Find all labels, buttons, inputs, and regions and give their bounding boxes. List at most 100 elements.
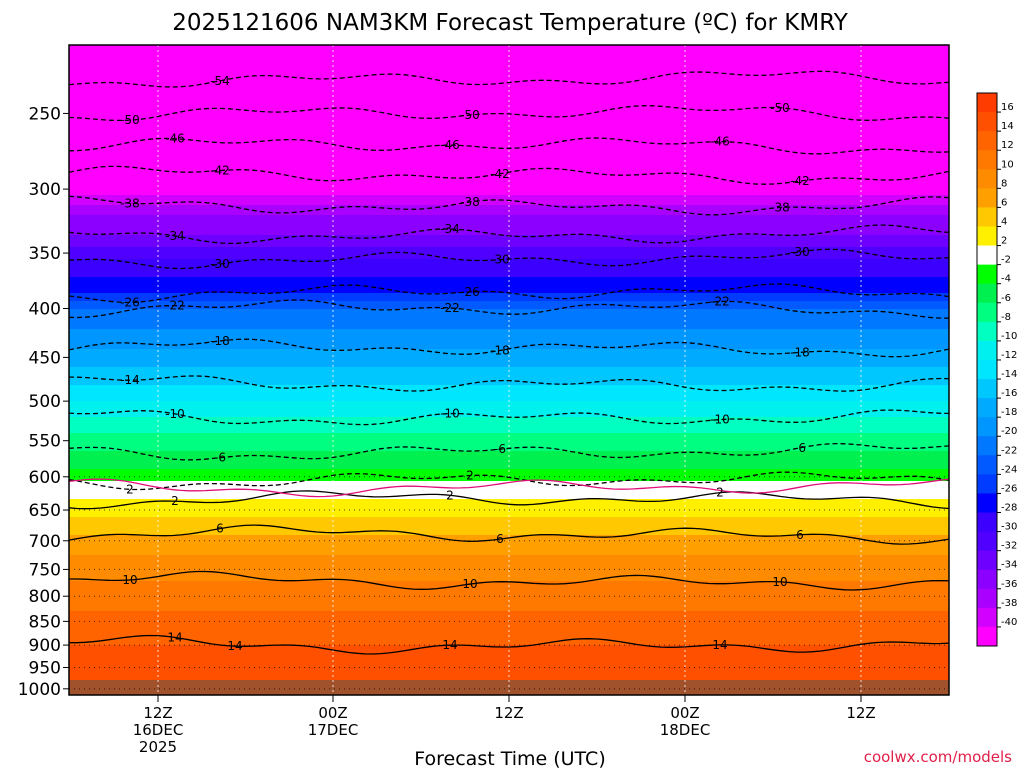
temperature-band [69,207,949,210]
temperature-band [69,101,949,104]
temperature-band [69,333,949,336]
contour-line [68,524,950,545]
y-tick-label: 250 [29,104,61,124]
temperature-band [69,647,949,650]
temperature-band [69,217,949,220]
temperature-band [69,353,949,356]
temperature-band [69,77,949,80]
colorbar-label: 8 [1001,178,1007,189]
temperature-band [69,73,949,76]
temperature-band [69,423,949,426]
temperature-band [69,283,949,286]
colorbar-swatch [977,112,997,132]
contour-line [68,283,950,304]
temperature-band [69,641,949,644]
temperature-band [69,461,949,464]
temperature-band [69,281,949,284]
temperature-band [69,63,949,66]
temperature-band [69,111,949,114]
temperature-band [69,613,949,616]
contour-line [68,137,950,155]
temperature-band [69,553,949,556]
y-tick-label: 800 [29,587,61,607]
colorbar-label: 2 [1001,236,1007,247]
colorbar-swatch [977,169,997,189]
colorbar-swatch [977,455,997,475]
colorbar-swatch [977,321,997,342]
temperature-band [69,373,949,376]
contour-label: -54 [210,74,230,88]
temperature-band [69,117,949,120]
temperature-band [69,311,949,314]
temperature-band [69,437,949,440]
temperature-band [69,521,949,524]
temperature-band [69,493,949,496]
temperature-band [69,197,949,200]
contour-line [69,634,950,655]
contour-label: 14 [227,639,242,653]
colorbar-label: 6 [1001,197,1007,208]
temperature-band [69,401,949,404]
temperature-band [69,463,949,466]
temperature-band [69,531,949,534]
temperature-band [69,603,949,606]
temperature-band [69,231,949,234]
colorbar-label: -22 [1001,445,1017,456]
temperature-band [69,357,949,360]
colorbar-label: -40 [1001,617,1017,628]
contour-label: -42 [490,167,510,181]
colorbar-label: -26 [1001,483,1017,494]
colorbar-swatch [977,302,997,323]
temperature-band [69,477,949,480]
contour-label: -38 [120,196,140,210]
temperature-band [69,473,949,476]
contour-line [68,105,950,122]
temperature-band [69,371,949,374]
x-tick-label: 12Z [846,704,875,722]
contour-line [68,471,950,491]
temperature-band [69,71,949,74]
temperature-band [69,327,949,330]
temperature-band [69,247,949,250]
contour-label: -22 [165,299,185,313]
temperature-band [69,471,949,474]
contour-label: -30 [490,253,510,267]
temperature-band [69,103,949,106]
contour-label: -50 [770,101,790,115]
temperature-band [69,633,949,636]
contour-label: 14 [167,630,182,644]
colorbar-label: -8 [1001,312,1011,323]
temperature-band [69,591,949,594]
temperature-band [69,671,949,674]
temperature-band [69,517,949,520]
contour-label: 6 [216,522,224,536]
temperature-band [69,637,949,640]
contour-label: 2 [716,486,724,500]
temperature-band [69,567,949,570]
temperature-band [69,293,949,296]
contour-label: 14 [712,638,727,652]
temperature-band [69,97,949,100]
x-tick-label: 00Z [670,704,699,722]
temperature-band [69,187,949,190]
colorbar-label: 10 [1001,159,1014,170]
temperature-band [69,643,949,646]
colorbar-frame [976,92,998,647]
colorbar-swatch [977,131,997,151]
temperature-band [69,523,949,526]
temperature-band [69,141,949,144]
x-tick-label: 12Z [143,704,172,722]
contour-label: 6 [496,532,504,546]
temperature-band [69,263,949,266]
colorbar-swatch [977,626,997,647]
contour-label: -38 [770,201,790,215]
colorbar-swatch [977,340,997,361]
temperature-band [69,457,949,460]
temperature-band [69,67,949,70]
temperature-band [69,201,949,204]
colorbar-swatch [977,607,997,628]
contour-label: -10 [710,413,730,427]
temperature-band [69,513,949,516]
temperature-band [69,337,949,340]
temperature-band [69,363,949,366]
